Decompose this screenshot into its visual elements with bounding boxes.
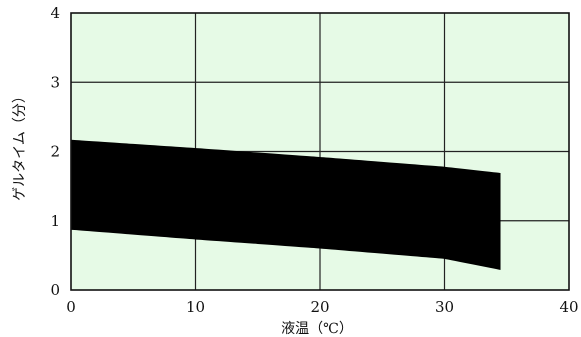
x-axis-title: 液温（℃） [281,321,353,337]
y-tick-label: 1 [50,212,60,230]
x-tick-label: 0 [66,298,76,316]
y-tick-label: 4 [50,4,60,22]
plot-frame [70,12,570,291]
y-tick-label: 0 [50,281,60,299]
y-axis-title: ゲルタイム（分） [12,89,28,201]
x-tick-label: 10 [186,298,205,316]
x-tick-label: 30 [435,298,454,316]
y-axis: 0 1 2 3 4 [50,4,60,299]
x-tick-label: 20 [310,298,329,316]
x-axis: 0 10 20 30 40 [66,298,578,316]
y-tick-label: 2 [50,143,60,161]
x-tick-label: 40 [559,298,578,316]
gel-time-band [71,139,501,270]
y-tick-label: 3 [50,73,60,91]
